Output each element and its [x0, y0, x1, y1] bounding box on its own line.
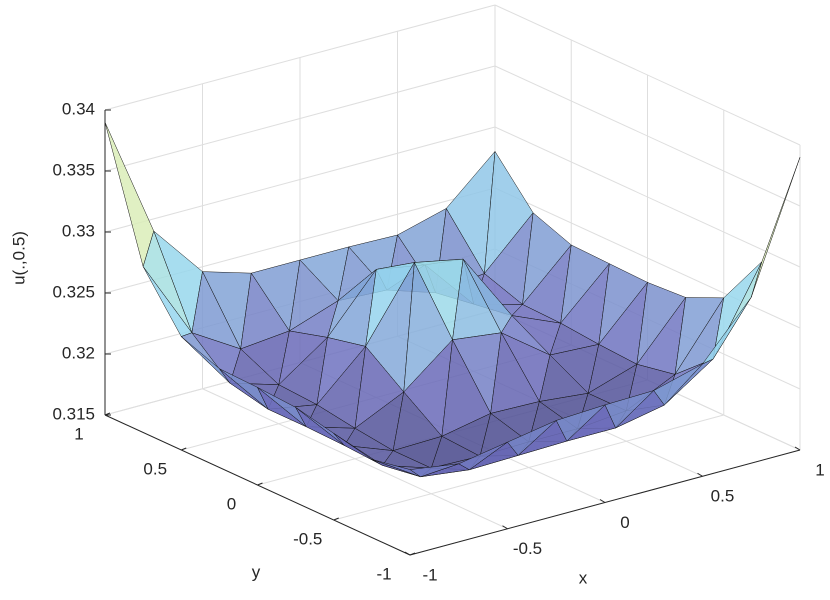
x-tick [404, 551, 411, 556]
x-tick [502, 525, 508, 530]
x-tick-label: -1 [422, 565, 437, 584]
y-tick-label: 0 [227, 494, 236, 513]
x-tick [599, 499, 606, 503]
surface-facet [556, 404, 606, 442]
x-tick-label: -0.5 [513, 539, 542, 558]
grid-line [494, 65, 801, 207]
x-tick-label: 1 [815, 460, 824, 479]
surface-facet [104, 121, 154, 267]
grid-line [104, 65, 496, 172]
surface-facet [604, 390, 654, 429]
z-tick-label: 0.335 [52, 160, 95, 179]
z-tick-label: 0.32 [62, 343, 95, 362]
x-axis-label: x [579, 568, 588, 587]
y-tick-label: 0.5 [143, 459, 167, 478]
y-tick [333, 517, 339, 521]
y-tick-label: -1 [376, 564, 391, 583]
x-tick-label: 0 [620, 513, 629, 532]
grid-line [494, 126, 801, 268]
surface-facet [653, 363, 703, 406]
y-tick-label: 1 [74, 424, 83, 443]
surface-facet [458, 441, 508, 471]
x-tick [794, 446, 801, 451]
y-tick-label: -0.5 [293, 529, 322, 548]
grid-line [104, 4, 496, 111]
z-tick-label: 0.34 [62, 99, 95, 118]
grid-line [333, 414, 724, 521]
surface-facet [702, 296, 752, 365]
surface-facet [507, 420, 557, 456]
surface-facet [409, 463, 459, 478]
x-tick-label: 0.5 [711, 487, 735, 506]
y-axis-label: y [252, 562, 261, 581]
grid-line [494, 187, 801, 329]
z-axis-label: u(.,0.5) [9, 231, 28, 285]
y-tick [409, 552, 416, 556]
x-tick [697, 472, 703, 477]
grid-line [104, 126, 496, 233]
z-tick-label: 0.325 [52, 282, 95, 301]
surface-facet [751, 156, 801, 298]
grid-line [494, 4, 801, 146]
z-tick-label: 0.33 [62, 221, 95, 240]
y-tick [257, 482, 263, 486]
z-tick-label: 0.315 [52, 404, 95, 423]
y-tick [181, 447, 187, 451]
